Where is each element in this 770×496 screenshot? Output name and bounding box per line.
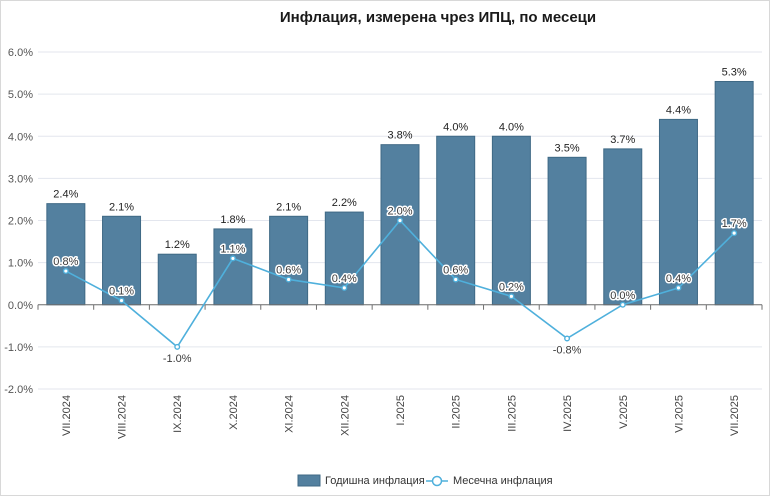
bar-data-label: 2.1%	[276, 201, 301, 213]
y-tick-label: 3.0%	[8, 173, 33, 185]
monthly-point	[397, 217, 404, 224]
chart-title: Инфлация, измерена чрез ИПЦ, по месеци	[280, 9, 596, 26]
monthly-data-label: -0.8%	[553, 344, 582, 356]
bar-data-label: 2.4%	[53, 189, 78, 201]
x-tick-label: III.2025	[506, 395, 518, 432]
monthly-point	[285, 276, 292, 283]
monthly-data-label: 0.0%	[610, 290, 635, 302]
legend: Годишна инфлация Месечна инфлация	[297, 474, 553, 487]
bar-data-label: 5.3%	[722, 66, 747, 78]
y-tick-label: -1.0%	[4, 342, 33, 354]
x-tick-label: VI.2025	[673, 395, 685, 433]
bar-data-label: 3.5%	[555, 142, 580, 154]
monthly-point	[564, 335, 571, 342]
bar	[157, 253, 197, 306]
bar	[547, 156, 587, 306]
y-tick-label: 4.0%	[8, 131, 33, 143]
y-tick-label: 2.0%	[8, 216, 33, 228]
bar-data-label: 1.2%	[165, 239, 190, 251]
x-tick-label: XI.2024	[284, 395, 296, 433]
y-tick-label: 0.0%	[8, 300, 33, 312]
bar	[213, 228, 253, 306]
y-tick-label: -2.0%	[4, 384, 33, 396]
monthly-data-label: 0.8%	[53, 256, 78, 268]
monthly-data-label: 0.2%	[499, 281, 524, 293]
monthly-point	[341, 284, 348, 291]
monthly-data-label: 1.7%	[722, 218, 747, 230]
bar	[491, 135, 531, 306]
monthly-point	[118, 297, 125, 304]
bar	[380, 144, 420, 306]
monthly-data-label: 1.1%	[220, 243, 245, 255]
x-tick-label: IV.2025	[562, 395, 574, 432]
x-tick-label: XII.2024	[339, 395, 351, 436]
bar-data-label: 1.8%	[220, 214, 245, 226]
x-tick-label: I.2025	[395, 395, 407, 426]
bar	[603, 148, 643, 306]
monthly-point	[731, 230, 738, 237]
x-tick-label: V.2025	[618, 395, 630, 429]
y-tick-label: 5.0%	[8, 89, 33, 101]
monthly-data-label: 0.1%	[109, 286, 134, 298]
monthly-point	[452, 276, 459, 283]
x-tick-label: IX.2024	[172, 395, 184, 433]
legend-label-annual: Годишна инфлация	[325, 475, 425, 487]
x-tick-label: X.2024	[228, 395, 240, 430]
y-tick-label: 6.0%	[8, 47, 33, 59]
monthly-data-label: 0.4%	[666, 273, 691, 285]
monthly-data-label: 0.4%	[332, 273, 357, 285]
monthly-point	[62, 268, 69, 275]
monthly-point	[508, 293, 515, 300]
legend-label-monthly: Месечна инфлация	[453, 475, 553, 487]
y-tick-label: 1.0%	[8, 258, 33, 270]
x-tick-label: VII.2024	[61, 395, 73, 436]
monthly-data-label: -1.0%	[163, 353, 192, 365]
x-tick-label: VII.2025	[729, 395, 741, 436]
bar	[46, 203, 86, 306]
bar-data-label: 3.8%	[387, 130, 412, 142]
monthly-data-label: 0.6%	[276, 264, 301, 276]
monthly-data-label: 0.6%	[443, 264, 468, 276]
bar-data-label: 4.4%	[666, 104, 691, 116]
bar-data-label: 4.0%	[499, 121, 524, 133]
monthly-point	[619, 301, 626, 308]
legend-swatch-monthly-marker	[431, 475, 443, 487]
bar-data-label: 4.0%	[443, 121, 468, 133]
bar	[269, 215, 309, 306]
bar-data-label: 2.2%	[332, 197, 357, 209]
bar-data-label: 2.1%	[109, 201, 134, 213]
monthly-point	[229, 255, 236, 262]
x-tick-label: II.2025	[451, 395, 463, 429]
monthly-data-label: 2.0%	[387, 206, 412, 218]
monthly-point	[174, 343, 181, 350]
bar-data-label: 3.7%	[610, 134, 635, 146]
legend-swatch-annual	[297, 474, 321, 487]
monthly-point	[675, 284, 682, 291]
x-tick-label: VIII.2024	[117, 395, 129, 439]
bar	[714, 80, 754, 306]
